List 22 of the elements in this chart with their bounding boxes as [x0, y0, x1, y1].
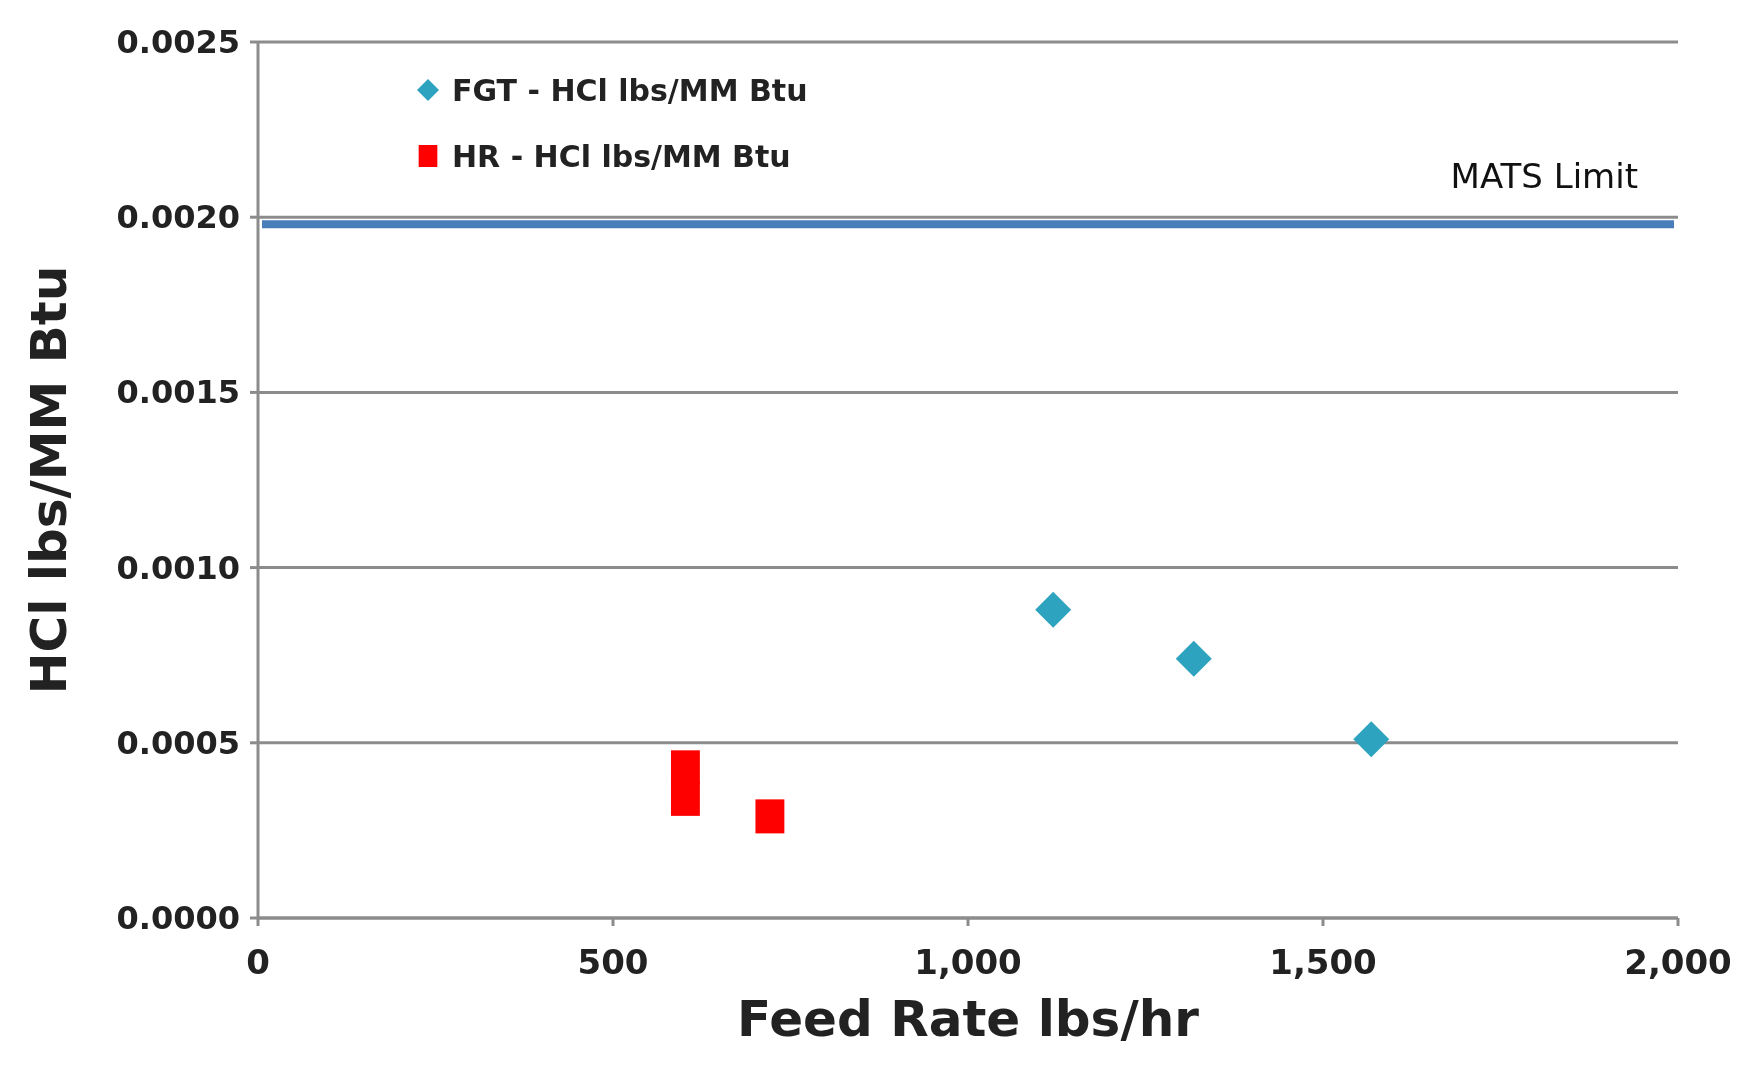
point — [670, 781, 700, 816]
point — [1175, 640, 1212, 677]
y-tick-label: 0.0000 — [116, 899, 240, 937]
y-tick-label: 0.0015 — [116, 373, 240, 412]
x-tick-label: 1,500 — [1269, 942, 1377, 982]
x-tick-label: 1,000 — [914, 942, 1022, 982]
ref-line-label: MATS Limit — [1450, 156, 1638, 197]
y-axis-title: HCl lbs/MM Btu — [20, 265, 78, 695]
y-tick-label: 0.0020 — [116, 198, 240, 237]
y-tick-label: 0.0025 — [116, 23, 240, 61]
y-tick-label: 0.0010 — [116, 548, 240, 587]
x-tick-label: 2,000 — [1624, 942, 1732, 982]
x-tick-label: 0 — [246, 942, 270, 982]
y-tick-label: 0.0005 — [116, 723, 240, 762]
point — [670, 750, 700, 785]
legend-label: FGT - HCl lbs/MM Btu — [452, 73, 808, 108]
x-tick-label: 500 — [577, 942, 649, 982]
point — [1353, 721, 1390, 758]
point — [1035, 591, 1072, 628]
point — [755, 799, 785, 834]
x-axis-title: Feed Rate lbs/hr — [737, 990, 1200, 1048]
legend-label: HR - HCl lbs/MM Btu — [452, 139, 791, 174]
